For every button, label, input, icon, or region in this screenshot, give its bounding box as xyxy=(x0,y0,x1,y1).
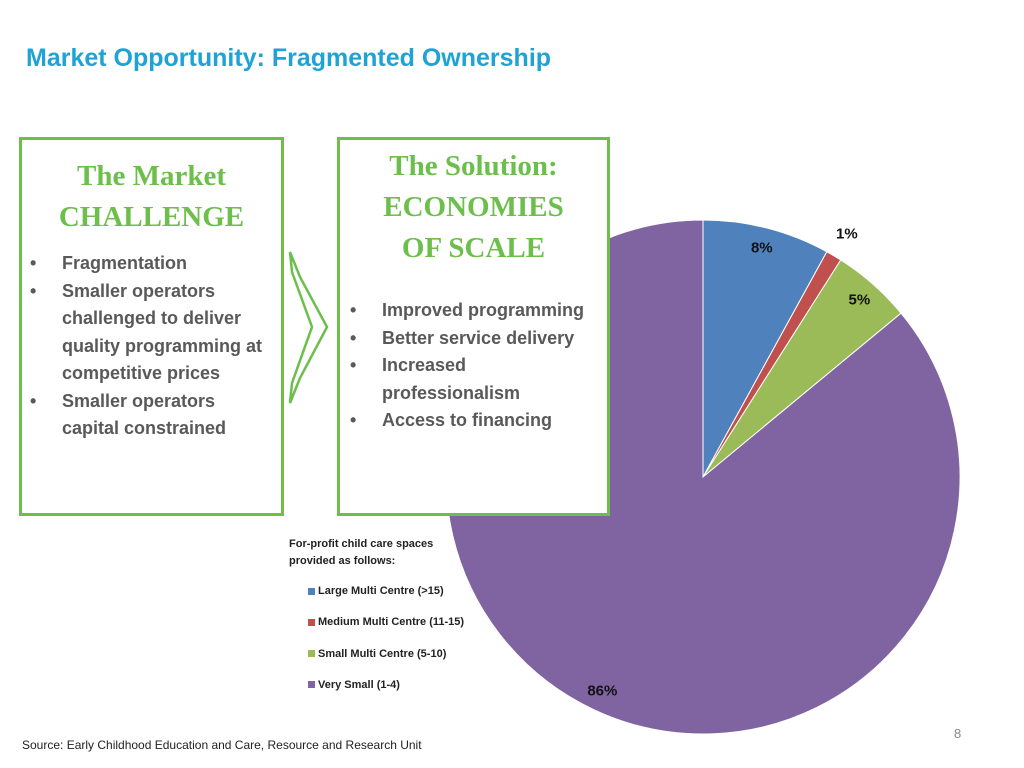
legend-item: Medium Multi Centre (11-15) xyxy=(308,616,464,628)
page-number: 8 xyxy=(954,726,962,741)
data-label: 5% xyxy=(848,291,871,309)
bullet: Smaller operators challenged to deliver … xyxy=(30,278,272,388)
legend-swatch xyxy=(308,618,315,626)
legend-item: Small Multi Centre (5-10) xyxy=(308,648,446,660)
data-label: 86% xyxy=(587,682,618,700)
legend-item: Large Multi Centre (>15) xyxy=(308,585,444,597)
bullet-list: Improved programmingBetter service deliv… xyxy=(350,297,602,435)
title-line: ECONOMIES xyxy=(383,191,564,223)
legend-label: Large Multi Centre (>15) xyxy=(318,585,444,597)
bullet: Better service delivery xyxy=(350,325,602,353)
solution-box: The Solution: ECONOMIES OF SCALE Improve… xyxy=(337,137,610,516)
legend-label: Very Small (1-4) xyxy=(318,678,400,691)
bullet: Improved programming xyxy=(350,297,602,325)
bullet: Increased professionalism xyxy=(350,352,602,407)
bullet: Smaller operators capital constrained xyxy=(30,388,272,443)
legend-swatch xyxy=(308,650,315,658)
legend-label: Small Multi Centre (5-10) xyxy=(318,647,447,660)
legend-swatch xyxy=(308,681,315,689)
legend-swatch xyxy=(308,587,315,595)
pie-slice xyxy=(702,219,828,478)
bullet: Access to financing xyxy=(350,407,602,435)
box-title: The Solution: ECONOMIES OF SCALE xyxy=(340,146,607,269)
data-label: 1% xyxy=(836,225,858,243)
title-line: The Market xyxy=(77,160,226,192)
title-line: OF SCALE xyxy=(401,232,546,264)
title-line: CHALLENGE xyxy=(58,201,245,233)
bullet-list: FragmentationSmaller operators challenge… xyxy=(30,250,272,443)
box-title: The Market CHALLENGE xyxy=(22,156,281,238)
legend-label: Medium Multi Centre (11-15) xyxy=(318,616,465,629)
data-label: 8% xyxy=(750,239,773,257)
legend-item: Very Small (1-4) xyxy=(308,679,400,691)
slide-title: Market Opportunity: Fragmented Ownership xyxy=(26,44,552,72)
source: Source: Early Childhood Education and Ca… xyxy=(22,738,422,752)
market-box: The Market CHALLENGE FragmentationSmalle… xyxy=(19,137,284,516)
legend-title: For-profit child care spaces provided as… xyxy=(289,538,434,567)
title-line: The Solution: xyxy=(389,150,558,182)
bullet: Fragmentation xyxy=(30,250,272,278)
